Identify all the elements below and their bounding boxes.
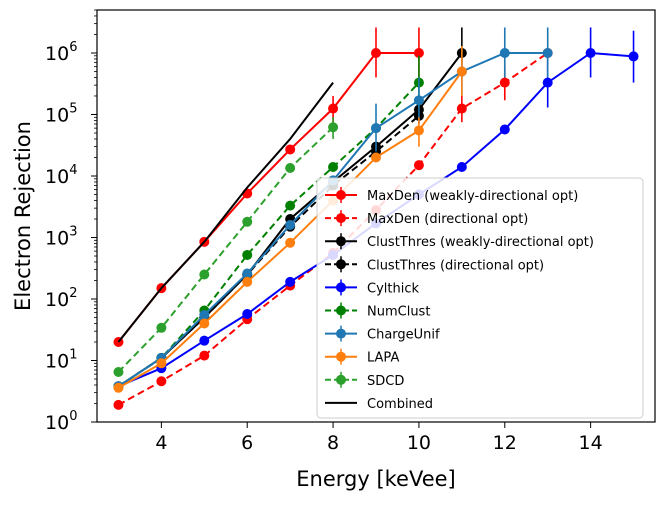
data-point [499, 124, 510, 135]
x-axis: 4 6 8 10 12 14 [155, 422, 603, 454]
x-tick-label-8: 8 [327, 432, 339, 454]
legend-marker [336, 213, 346, 224]
series-combined [117, 81, 334, 343]
data-point [456, 66, 467, 77]
data-point [285, 237, 296, 248]
legend-marker [336, 282, 346, 293]
series-sdcd [113, 117, 339, 378]
data-point [113, 382, 124, 393]
data-point [542, 47, 553, 58]
series-line [117, 81, 334, 343]
y-axis-label: Electron Rejection [11, 121, 35, 311]
data-point [242, 249, 253, 260]
legend-marker [336, 328, 346, 339]
data-point [413, 125, 424, 136]
data-point [285, 200, 296, 211]
legend-marker [336, 351, 346, 362]
legend-label: ChargeUnif [367, 328, 440, 343]
legend-entry-numclust: NumClust [325, 302, 430, 320]
legend-entry-chargeunif: ChargeUnif [325, 325, 440, 343]
data-point [285, 144, 296, 155]
data-point [199, 309, 210, 320]
legend-label: ClustThres (weakly-directional opt) [367, 235, 594, 250]
x-tick-label-10: 10 [407, 432, 431, 454]
legend-entry-cylthick: Cylthick [325, 279, 419, 296]
legend-entry-combined: Combined [325, 397, 433, 412]
data-point [328, 162, 339, 173]
legend-label: MaxDen (weakly-directional opt) [367, 189, 578, 204]
legend-entry-clustthres-directional-opt-: ClustThres (directional opt) [325, 256, 544, 273]
data-point [113, 367, 124, 378]
data-point [413, 47, 424, 58]
plot-frame [96, 9, 656, 423]
legend-label: LAPA [367, 351, 399, 366]
y-tick-label-1e6: 106 [45, 40, 77, 65]
data-point [242, 216, 253, 227]
legend-label: SDCD [367, 374, 404, 389]
legend-entry-maxden-weakly-directional-opt-: MaxDen (weakly-directional opt) [325, 187, 578, 204]
data-point [371, 123, 381, 134]
legend-entry-clustthres-weakly-directional-opt-: ClustThres (weakly-directional opt) [325, 233, 594, 250]
x-axis-label: Energy [keVee] [296, 467, 456, 491]
data-point [199, 335, 210, 346]
legend-marker [336, 305, 346, 316]
data-point [456, 162, 467, 173]
data-point [285, 276, 296, 287]
data-point [199, 350, 210, 361]
data-point [328, 103, 339, 114]
series-line [117, 81, 420, 388]
data-point [413, 95, 424, 106]
data-point [199, 318, 210, 329]
legend-entry-maxden-directional-opt-: MaxDen (directional opt) [325, 210, 528, 227]
data-point [285, 162, 296, 173]
legend-label: ClustThres (directional opt) [367, 258, 544, 273]
data-point [542, 77, 553, 88]
legend-label: NumClust [367, 305, 430, 320]
data-point [371, 152, 381, 163]
y-tick-label-1e1: 101 [45, 347, 77, 372]
series-line [117, 52, 549, 406]
data-point [328, 122, 339, 133]
data-point [499, 77, 510, 88]
legend-label: MaxDen (directional opt) [367, 212, 528, 227]
legend: MaxDen (weakly-directional opt) MaxDen (d… [316, 177, 644, 419]
y-tick-label-1e5: 105 [45, 101, 77, 126]
legend-marker [336, 259, 346, 270]
legend-box [316, 177, 644, 419]
data-point [113, 399, 124, 410]
legend-marker [336, 374, 346, 385]
legend-marker [336, 190, 346, 200]
data-point [242, 268, 253, 279]
y-tick-label-1e2: 102 [45, 286, 77, 311]
data-point [242, 276, 253, 287]
legend-entry-sdcd: SDCD [325, 371, 404, 389]
data-point [156, 376, 167, 387]
x-tick-label-6: 6 [241, 432, 253, 454]
legend-label: Cylthick [367, 281, 419, 296]
data-point [199, 269, 210, 280]
data-point [156, 322, 167, 333]
x-tick-label-4: 4 [155, 432, 167, 454]
y-tick-label-1e4: 104 [45, 163, 77, 188]
legend-entry-lapa: LAPA [325, 348, 399, 366]
data-point [371, 47, 381, 58]
data-point [628, 51, 639, 62]
x-tick-label-12: 12 [493, 432, 517, 454]
data-point [456, 103, 467, 114]
x-tick-label-14: 14 [579, 432, 603, 454]
legend-label: Combined [367, 397, 433, 412]
y-tick-label-1e0: 100 [45, 409, 77, 434]
y-axis: 100 101 102 103 104 105 106 [45, 9, 97, 434]
data-point [413, 160, 424, 171]
data-point [156, 358, 167, 369]
data-point [499, 47, 510, 58]
data-point [242, 309, 253, 320]
y-tick-label-1e3: 103 [45, 224, 77, 249]
data-point [585, 47, 596, 58]
series-line [117, 126, 334, 373]
data-point [285, 219, 296, 230]
legend-marker [336, 236, 346, 247]
